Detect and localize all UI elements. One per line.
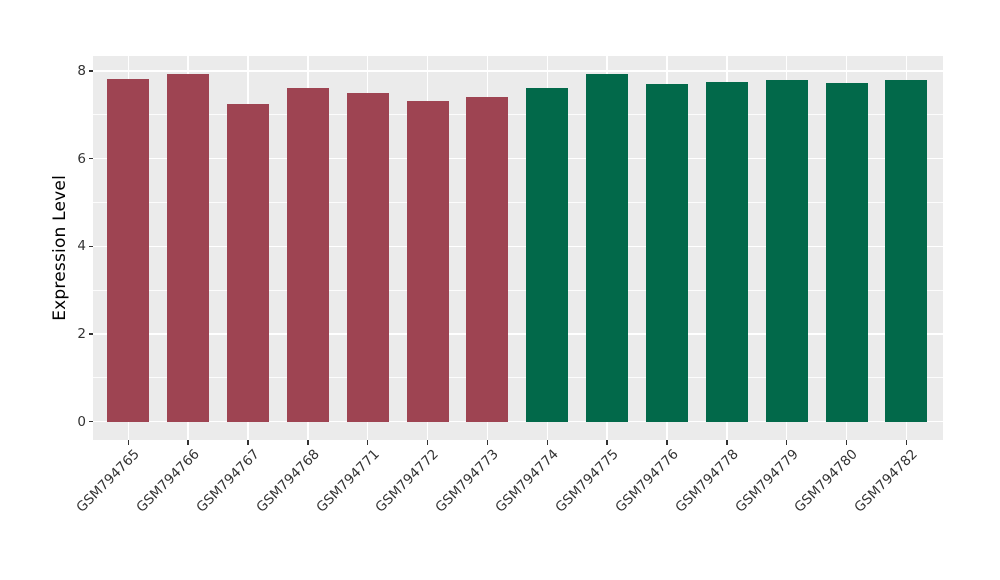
x-axis-tick	[127, 440, 130, 445]
x-tick-label: GSM794765	[73, 446, 143, 516]
x-tick-label: GSM794775	[552, 446, 622, 516]
y-tick-label: 8	[77, 63, 86, 80]
x-axis-tick	[785, 440, 788, 445]
y-tick-label: 0	[77, 413, 86, 430]
bar-GSM794766	[167, 74, 210, 422]
bar-GSM794773	[466, 96, 509, 422]
x-axis-tick	[546, 440, 549, 445]
x-axis-tick	[247, 440, 249, 445]
x-axis-tick	[366, 440, 369, 445]
x-tick-label: GSM794768	[253, 446, 323, 516]
x-axis-tick	[486, 440, 489, 445]
x-axis-tick	[606, 440, 608, 445]
x-tick-label: GSM794772	[372, 446, 443, 516]
bar-GSM794778	[705, 81, 748, 422]
bar-GSM794782	[885, 80, 928, 422]
x-axis-tick	[187, 440, 189, 445]
x-tick-label: GSM794771	[312, 446, 383, 516]
bar-GSM794776	[646, 83, 688, 422]
gridline-major-y8	[93, 70, 943, 72]
x-tick-label: GSM794776	[612, 446, 682, 516]
bar-GSM794765	[107, 79, 150, 422]
x-tick-label: GSM794766	[133, 446, 203, 516]
x-axis-tick	[905, 440, 908, 445]
y-axis-tick	[88, 157, 93, 160]
y-tick-label: 4	[77, 238, 86, 255]
x-tick-label: GSM794778	[672, 446, 742, 516]
bar-GSM794767	[227, 103, 269, 422]
x-axis-tick	[726, 440, 728, 445]
y-axis-tick	[88, 333, 93, 335]
bar-GSM794772	[406, 100, 449, 422]
gridline-minor-y1	[93, 377, 943, 379]
gridline-major-y2	[93, 333, 943, 335]
gridline-major-y0	[93, 420, 943, 423]
gridline-minor-y5	[93, 202, 943, 203]
x-tick-label: GSM794767	[193, 446, 263, 516]
x-axis-tick	[845, 440, 848, 445]
x-axis-tick	[426, 440, 429, 445]
x-axis-tick	[307, 440, 309, 445]
x-tick-label: GSM794774	[492, 446, 562, 516]
bar-GSM794774	[526, 88, 569, 422]
y-tick-label: 6	[77, 150, 86, 167]
bar-GSM794780	[825, 82, 868, 422]
y-axis-tick	[88, 70, 93, 72]
plot-panel	[93, 56, 943, 440]
y-axis-tick	[88, 420, 93, 423]
x-tick-label: GSM794779	[731, 446, 802, 516]
y-axis-tick	[88, 245, 93, 248]
y-tick-label: 2	[77, 325, 86, 342]
bar-GSM794768	[286, 88, 329, 422]
gridline-minor-y7	[93, 114, 943, 116]
bar-GSM794775	[586, 74, 629, 422]
bar-GSM794779	[765, 79, 808, 422]
x-axis-tick	[666, 440, 668, 445]
bar-GSM794771	[346, 92, 389, 422]
x-tick-label: GSM794780	[791, 446, 862, 516]
gridline-major-y4	[93, 245, 943, 248]
x-tick-label: GSM794773	[432, 446, 503, 516]
gridline-minor-y3	[93, 289, 943, 291]
gridline-major-y6	[93, 157, 943, 160]
x-tick-label: GSM794782	[851, 446, 922, 516]
